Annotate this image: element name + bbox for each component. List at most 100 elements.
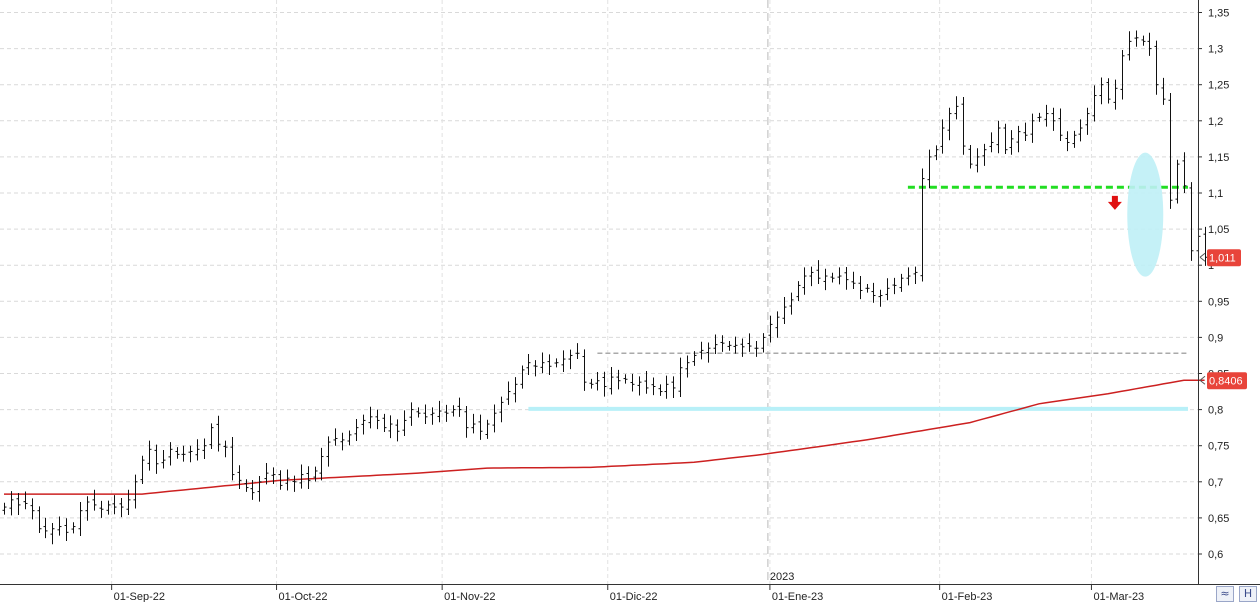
- y-tick-label: 1,2: [1208, 116, 1223, 128]
- ohlc-bar: [126, 489, 131, 516]
- ohlc-bar: [188, 445, 193, 463]
- ohlc-bar: [264, 463, 269, 485]
- ohlc-bar: [16, 492, 21, 516]
- ohlc-bar: [865, 283, 870, 293]
- ohlc-bar: [547, 354, 552, 375]
- ohlc-bar: [561, 350, 566, 373]
- ohlc-bar: [257, 476, 262, 502]
- ohlc-bar: [740, 338, 745, 357]
- ohlc-bar: [996, 120, 1001, 154]
- breakdown-highlight-ellipse: [1127, 152, 1164, 277]
- ohlc-bar: [1113, 79, 1118, 110]
- ohlc-bar: [920, 168, 925, 282]
- ohlc-bar: [885, 278, 890, 301]
- ohlc-bar: [382, 413, 387, 432]
- ohlc-bar: [471, 413, 476, 434]
- ohlc-bar: [796, 281, 801, 301]
- x-tick-label: 01-Nov-22: [444, 591, 495, 602]
- price-flags: 1,011 0,8406 2023: [770, 249, 1247, 583]
- ohlc-bar: [464, 405, 469, 438]
- y-tick-label: 1,1: [1208, 188, 1223, 200]
- x-tick-label: 01-Mar-23: [1093, 591, 1144, 602]
- ohlc-bar: [1037, 112, 1042, 122]
- ohlc-bar: [982, 143, 987, 166]
- moving-average-flag: 0,8406: [1207, 372, 1247, 390]
- ohlc-bar: [823, 268, 828, 291]
- ohlc-bar: [678, 357, 683, 397]
- down-arrow-icon: [1107, 195, 1122, 210]
- ohlc-bar: [851, 271, 856, 290]
- ohlc-bar: [216, 415, 221, 452]
- ohlc-bar: [202, 438, 207, 460]
- ohlc-bar: [230, 437, 235, 481]
- ohlc-bar: [602, 371, 607, 397]
- ohlc-bar: [499, 396, 504, 423]
- ohlc-bar: [595, 372, 600, 391]
- ohlc-bar: [664, 375, 669, 399]
- y-tick-label: 1,05: [1208, 224, 1229, 236]
- ohlc-bar: [478, 414, 483, 440]
- ohlc-bar: [9, 491, 14, 516]
- ohlc-bar: [1182, 152, 1187, 193]
- ohlc-bar: [526, 354, 531, 375]
- ohlc-bar: [1120, 50, 1125, 100]
- ohlc-bar: [140, 455, 145, 484]
- ohlc-bar: [292, 475, 297, 492]
- ohlc-bar: [112, 495, 117, 515]
- ohlc-bar: [871, 282, 876, 303]
- ohlc-bar: [395, 419, 400, 442]
- ohlc-bar: [57, 516, 62, 536]
- ohlc-bar: [1154, 40, 1159, 95]
- ohlc-bar: [119, 498, 124, 518]
- ohlc-bar: [485, 419, 490, 439]
- ohlc-bar: [554, 358, 559, 368]
- ohlc-bar: [1147, 32, 1152, 56]
- ohlc-bar: [326, 436, 331, 467]
- ohlc-bar: [1016, 125, 1021, 153]
- ohlc-bar: [37, 506, 42, 534]
- ohlc-bar: [451, 405, 456, 417]
- ohlc-bar: [651, 377, 656, 396]
- ohlc-bar: [306, 466, 311, 490]
- ohlc-bar: [195, 439, 200, 461]
- ohlc-bar: [1127, 31, 1132, 61]
- ohlc-bar: [1009, 130, 1014, 155]
- ohlc-bar: [50, 522, 55, 545]
- y-tick-label: 1,3: [1208, 44, 1223, 56]
- ohlc-bar: [533, 360, 538, 377]
- axes: [0, 0, 1260, 585]
- ohlc-bar: [830, 272, 835, 283]
- ohlc-bar: [209, 423, 214, 449]
- moving-average-line: [4, 379, 1205, 495]
- ohlc-bar: [133, 474, 138, 509]
- moving-average-flag-bg: [1207, 372, 1247, 390]
- ohlc-bar: [906, 267, 911, 286]
- flag-pointer: [1199, 252, 1206, 262]
- ohlc-bar: [444, 404, 449, 422]
- ohlc-bar: [747, 333, 752, 352]
- last-price-flag: 1,011: [1207, 249, 1241, 267]
- ohlc-bar: [368, 406, 373, 429]
- ohlc-bar: [223, 440, 228, 458]
- ohlc-bar: [809, 266, 814, 287]
- scale-toggle-button[interactable]: ≈: [1216, 586, 1234, 602]
- ohlc-bar: [106, 500, 111, 515]
- ohlc-bar: [671, 376, 676, 399]
- ohlc-bar: [1141, 35, 1146, 46]
- ohlc-bar: [802, 267, 807, 295]
- ohlc-bar: [168, 442, 173, 466]
- ohlc-bar: [644, 370, 649, 394]
- ohlc-bar: [1134, 30, 1139, 47]
- ohlc-bar: [361, 414, 366, 435]
- ohlc-bar: [333, 428, 338, 446]
- ohlc-bar: [278, 470, 283, 490]
- ohlc-bar: [927, 149, 932, 189]
- x-tick-label: 01-Ene-23: [772, 591, 823, 602]
- save-icon[interactable]: H: [1239, 586, 1257, 602]
- ohlc-bar: [837, 267, 842, 285]
- ohlc-bar: [727, 341, 732, 351]
- ohlc-bar: [637, 376, 642, 396]
- ohlc-bar: [609, 367, 614, 395]
- y-axis: 0,60,650,70,750,80,850,90,9511,051,11,15…: [1198, 8, 1229, 561]
